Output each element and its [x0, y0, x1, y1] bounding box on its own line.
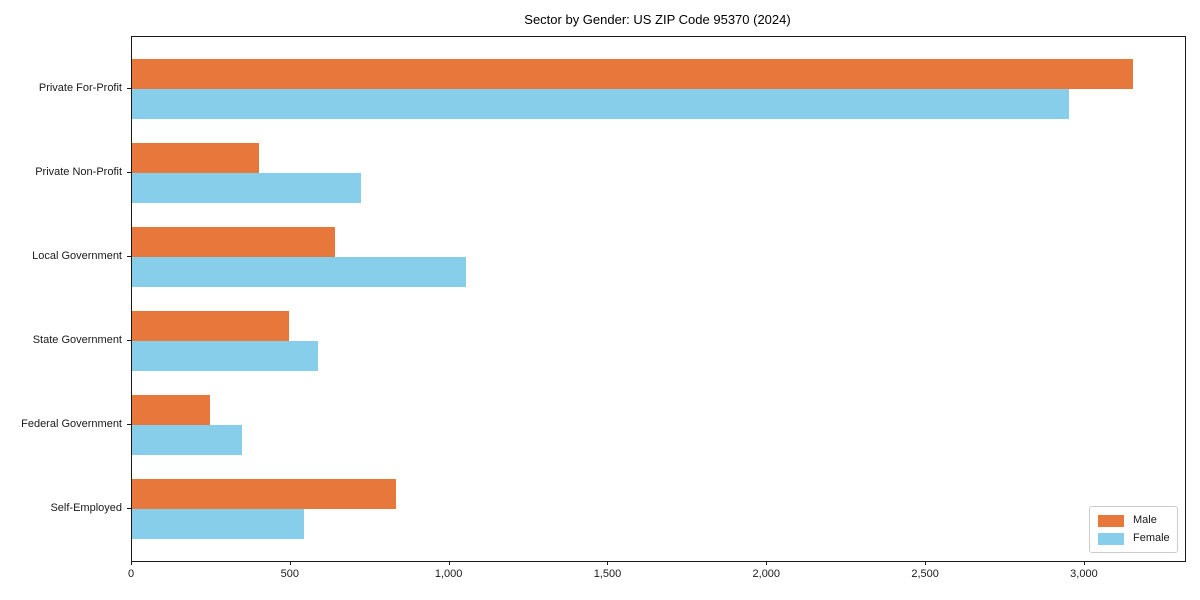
- bar-female-4: [132, 425, 242, 455]
- bar-male-1: [132, 143, 260, 173]
- x-tick-label-4: 2,000: [752, 568, 781, 580]
- y-axis-label-1: Private Non-Profit: [35, 166, 122, 178]
- y-tick-mark-2: [127, 256, 131, 257]
- x-tick-mark-6: [1083, 561, 1085, 565]
- y-axis-label-0: Private For-Profit: [38, 82, 122, 94]
- bar-female-3: [132, 341, 318, 371]
- bar-male-5: [132, 479, 396, 509]
- bar-male-3: [132, 311, 290, 341]
- x-tick-mark-0: [131, 561, 132, 565]
- y-tick-mark-0: [127, 88, 131, 89]
- x-tick-label-1: 500: [280, 568, 299, 580]
- x-tick-label-6: 3,000: [1070, 568, 1098, 580]
- x-tick-label-0: 0: [127, 568, 135, 580]
- legend-swatch-female: [1098, 532, 1124, 545]
- x-tick-label-2: 1,000: [434, 568, 463, 580]
- x-tick-label-3: 1,500: [593, 568, 622, 580]
- legend-label-female: Female: [1133, 532, 1170, 544]
- bar-female-0: [132, 89, 1070, 119]
- y-axis-label-5: Self-Employed: [50, 502, 122, 514]
- y-tick-mark-1: [127, 172, 131, 173]
- bar-male-0: [132, 59, 1133, 89]
- bar-female-2: [132, 257, 466, 287]
- bar-female-5: [132, 509, 304, 539]
- x-tick-mark-1: [289, 561, 291, 565]
- bar-male-4: [132, 395, 210, 425]
- y-tick-mark-4: [127, 424, 131, 425]
- y-tick-mark-5: [127, 508, 131, 509]
- legend-swatch-male: [1098, 514, 1124, 527]
- x-tick-mark-4: [766, 561, 768, 565]
- x-tick-mark-2: [448, 561, 450, 565]
- bar-female-1: [132, 173, 361, 203]
- y-tick-mark-3: [127, 340, 131, 341]
- plot-area: [131, 36, 1186, 562]
- legend-label-male: Male: [1133, 514, 1157, 526]
- chart-title: Sector by Gender: US ZIP Code 95370 (202…: [524, 12, 791, 27]
- legend-item-male: Male: [1098, 514, 1169, 527]
- x-tick-mark-5: [925, 561, 927, 565]
- x-tick-label-5: 2,500: [911, 568, 939, 580]
- legend: Male Female: [1089, 506, 1178, 553]
- y-axis-label-2: Local Government: [32, 250, 122, 262]
- y-axis-label-3: State Government: [32, 334, 122, 346]
- bar-male-2: [132, 227, 336, 257]
- y-axis-label-4: Federal Government: [21, 418, 122, 430]
- x-tick-mark-3: [607, 561, 609, 565]
- legend-item-female: Female: [1098, 532, 1170, 545]
